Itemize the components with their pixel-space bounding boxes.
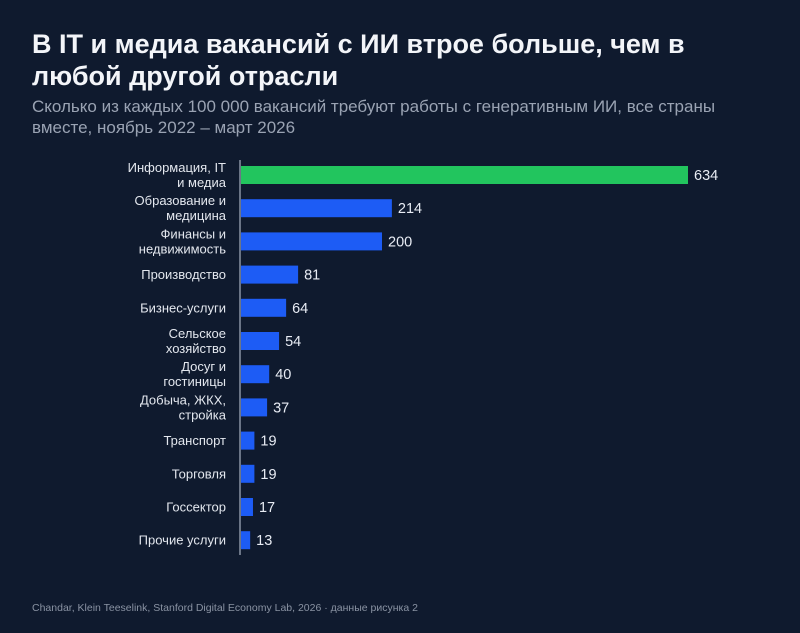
category-label-line: Финансы и [161, 226, 226, 241]
value-label: 81 [304, 268, 320, 284]
value-label: 19 [260, 467, 276, 483]
chart-subtitle: Сколько из каждых 100 000 вакансий требу… [32, 97, 716, 137]
bar [241, 332, 280, 350]
value-label: 37 [273, 400, 289, 416]
category-label: Добыча, ЖКХ, стройка [140, 392, 227, 422]
value-label: 634 [694, 168, 718, 184]
category-label-line: Транспорт [163, 433, 226, 448]
category-label-line: медицина [166, 208, 227, 223]
bar-chart-svg: 634 Информация, IT и медиа 214 Образование и… [128, 160, 718, 555]
source-note: Chandar, Klein Teeselink, Stanford Digit… [32, 602, 418, 614]
value-label: 13 [256, 533, 272, 549]
bar [241, 232, 383, 251]
value-label: 64 [292, 301, 308, 317]
category-label: Финансы и недвижимость [139, 226, 226, 256]
category-label: Производство [141, 267, 226, 282]
bar [241, 464, 255, 483]
category-label-line: стройка [179, 407, 227, 422]
bar [241, 398, 268, 417]
bar [241, 199, 392, 218]
bar [241, 531, 251, 550]
bar [241, 265, 299, 284]
value-label: 200 [388, 234, 412, 250]
category-label: Сельское хозяйство [166, 326, 226, 356]
category-label-line: Госсектор [166, 500, 226, 515]
category-label: Транспорт [163, 433, 226, 448]
category-label-line: и медиа [177, 175, 227, 190]
category-label-line: недвижимость [139, 241, 226, 256]
category-label: Досуг и гостиницы [163, 359, 226, 389]
category-label-line: Бизнес-услуги [140, 300, 226, 315]
value-label: 214 [398, 201, 422, 217]
category-label: Информация, IT и медиа [128, 160, 227, 190]
category-label: Образование и медицина [135, 193, 227, 223]
category-label-line: Производство [141, 267, 226, 282]
bar-chart: 634 Информация, IT и медиа 214 Образование и… [0, 155, 800, 565]
value-label: 40 [275, 367, 291, 383]
category-label: Прочие услуги [139, 533, 226, 548]
value-label: 19 [260, 434, 276, 450]
category-label-line: Досуг и [181, 359, 226, 374]
category-label: Госсектор [166, 500, 226, 515]
value-label: 17 [259, 500, 275, 516]
bar [241, 365, 270, 384]
category-label-line: Образование и [135, 193, 226, 208]
category-label-line: Прочие услуги [139, 533, 226, 548]
chart-title: В IT и медиа вакансий с ИИ втрое больше,… [32, 29, 685, 91]
category-label-line: Сельское [169, 326, 226, 341]
bar [241, 166, 688, 184]
category-label-line: Торговля [172, 466, 226, 481]
category-label-line: Информация, IT [128, 160, 226, 175]
category-label-line: гостиницы [163, 374, 226, 389]
category-label-line: хозяйство [166, 341, 226, 356]
category-label: Бизнес-услуги [140, 300, 226, 315]
category-label-line: Добыча, ЖКХ, [140, 392, 226, 407]
value-label: 54 [285, 334, 301, 350]
bar [241, 431, 255, 450]
bar [241, 498, 253, 516]
category-label: Торговля [172, 466, 226, 481]
bar [241, 298, 287, 317]
